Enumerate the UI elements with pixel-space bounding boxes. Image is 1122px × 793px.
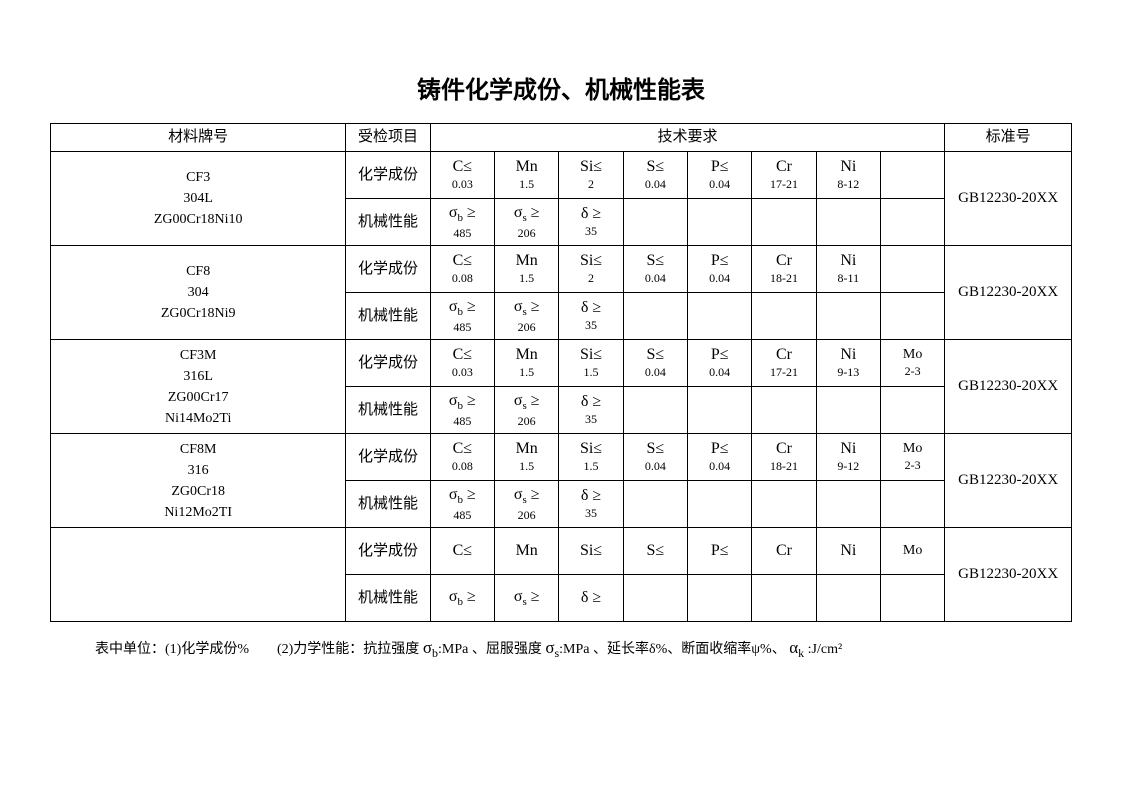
test-chem-label: 化学成份 bbox=[346, 528, 430, 575]
test-mech-label: 机械性能 bbox=[346, 481, 430, 528]
chem-c: C≤0.08 bbox=[430, 246, 494, 293]
mech-delta: δ ≥35 bbox=[559, 199, 623, 246]
mech-sigma-s: σs ≥206 bbox=[495, 387, 559, 434]
material-cell: CF8M316ZG0Cr18Ni12Mo2TI bbox=[51, 434, 346, 528]
table-title: 铸件化学成份、机械性能表 bbox=[50, 70, 1072, 105]
chem-mn: Mn1.5 bbox=[495, 246, 559, 293]
table-footnote: 表中单位：(1)化学成份% (2)力学性能：抗拉强度 σb:MPa 、屈服强度 … bbox=[50, 638, 1072, 661]
header-standard: 标准号 bbox=[945, 124, 1072, 152]
chem-si: Si≤1.5 bbox=[559, 340, 623, 387]
test-chem-label: 化学成份 bbox=[346, 340, 430, 387]
chem-mo: Mo2-3 bbox=[880, 434, 944, 481]
test-mech-label: 机械性能 bbox=[346, 293, 430, 340]
chem-mn: Mn1.5 bbox=[495, 340, 559, 387]
chem-mo: Mo bbox=[880, 528, 944, 575]
chem-c: C≤0.03 bbox=[430, 340, 494, 387]
chem-cr: Cr17-21 bbox=[752, 152, 816, 199]
mech-sigma-b: σb ≥485 bbox=[430, 387, 494, 434]
mech-delta: δ ≥35 bbox=[559, 387, 623, 434]
test-mech-label: 机械性能 bbox=[346, 387, 430, 434]
chem-mn: Mn1.5 bbox=[495, 152, 559, 199]
chem-si: Si≤ bbox=[559, 528, 623, 575]
mech-delta: δ ≥ bbox=[559, 575, 623, 622]
standard-cell: GB12230-20XX bbox=[945, 152, 1072, 246]
mech-delta: δ ≥35 bbox=[559, 293, 623, 340]
chem-p: P≤0.04 bbox=[688, 434, 752, 481]
chem-ni: Ni bbox=[816, 528, 880, 575]
standard-cell: GB12230-20XX bbox=[945, 246, 1072, 340]
chem-c: C≤0.08 bbox=[430, 434, 494, 481]
chem-c: C≤0.03 bbox=[430, 152, 494, 199]
mech-sigma-s: σs ≥206 bbox=[495, 199, 559, 246]
mech-sigma-s: σs ≥206 bbox=[495, 481, 559, 528]
test-chem-label: 化学成份 bbox=[346, 434, 430, 481]
chem-mn: Mn1.5 bbox=[495, 434, 559, 481]
chem-mo bbox=[880, 246, 944, 293]
test-chem-label: 化学成份 bbox=[346, 246, 430, 293]
chem-s: S≤0.04 bbox=[623, 340, 687, 387]
material-cell: CF8304ZG0Cr18Ni9 bbox=[51, 246, 346, 340]
header-test-item: 受检项目 bbox=[346, 124, 430, 152]
chem-cr: Cr18-21 bbox=[752, 246, 816, 293]
chem-ni: Ni9-13 bbox=[816, 340, 880, 387]
header-material: 材料牌号 bbox=[51, 124, 346, 152]
chem-p: P≤ bbox=[688, 528, 752, 575]
chem-si: Si≤2 bbox=[559, 246, 623, 293]
chem-ni: Ni8-12 bbox=[816, 152, 880, 199]
chem-si: Si≤1.5 bbox=[559, 434, 623, 481]
test-mech-label: 机械性能 bbox=[346, 575, 430, 622]
material-cell bbox=[51, 528, 346, 622]
mech-sigma-s: σs ≥ bbox=[495, 575, 559, 622]
chem-si: Si≤2 bbox=[559, 152, 623, 199]
chem-p: P≤0.04 bbox=[688, 340, 752, 387]
material-cell: CF3M316LZG00Cr17Ni14Mo2Ti bbox=[51, 340, 346, 434]
material-properties-table: 材料牌号受检项目技术要求标准号CF3304LZG00Cr18Ni10化学成份C≤… bbox=[50, 123, 1072, 622]
chem-ni: Ni8-11 bbox=[816, 246, 880, 293]
chem-s: S≤0.04 bbox=[623, 434, 687, 481]
chem-c: C≤ bbox=[430, 528, 494, 575]
chem-s: S≤0.04 bbox=[623, 246, 687, 293]
chem-p: P≤0.04 bbox=[688, 152, 752, 199]
standard-cell: GB12230-20XX bbox=[945, 340, 1072, 434]
header-tech-req: 技术要求 bbox=[430, 124, 945, 152]
standard-cell: GB12230-20XX bbox=[945, 528, 1072, 622]
chem-mo bbox=[880, 152, 944, 199]
chem-s: S≤0.04 bbox=[623, 152, 687, 199]
mech-sigma-b: σb ≥485 bbox=[430, 481, 494, 528]
chem-mo: Mo2-3 bbox=[880, 340, 944, 387]
chem-cr: Cr bbox=[752, 528, 816, 575]
mech-sigma-b: σb ≥ bbox=[430, 575, 494, 622]
chem-cr: Cr17-21 bbox=[752, 340, 816, 387]
chem-mn: Mn bbox=[495, 528, 559, 575]
chem-cr: Cr18-21 bbox=[752, 434, 816, 481]
mech-sigma-b: σb ≥485 bbox=[430, 199, 494, 246]
chem-ni: Ni9-12 bbox=[816, 434, 880, 481]
chem-s: S≤ bbox=[623, 528, 687, 575]
test-chem-label: 化学成份 bbox=[346, 152, 430, 199]
material-cell: CF3304LZG00Cr18Ni10 bbox=[51, 152, 346, 246]
mech-sigma-b: σb ≥485 bbox=[430, 293, 494, 340]
standard-cell: GB12230-20XX bbox=[945, 434, 1072, 528]
mech-sigma-s: σs ≥206 bbox=[495, 293, 559, 340]
chem-p: P≤0.04 bbox=[688, 246, 752, 293]
mech-delta: δ ≥35 bbox=[559, 481, 623, 528]
test-mech-label: 机械性能 bbox=[346, 199, 430, 246]
